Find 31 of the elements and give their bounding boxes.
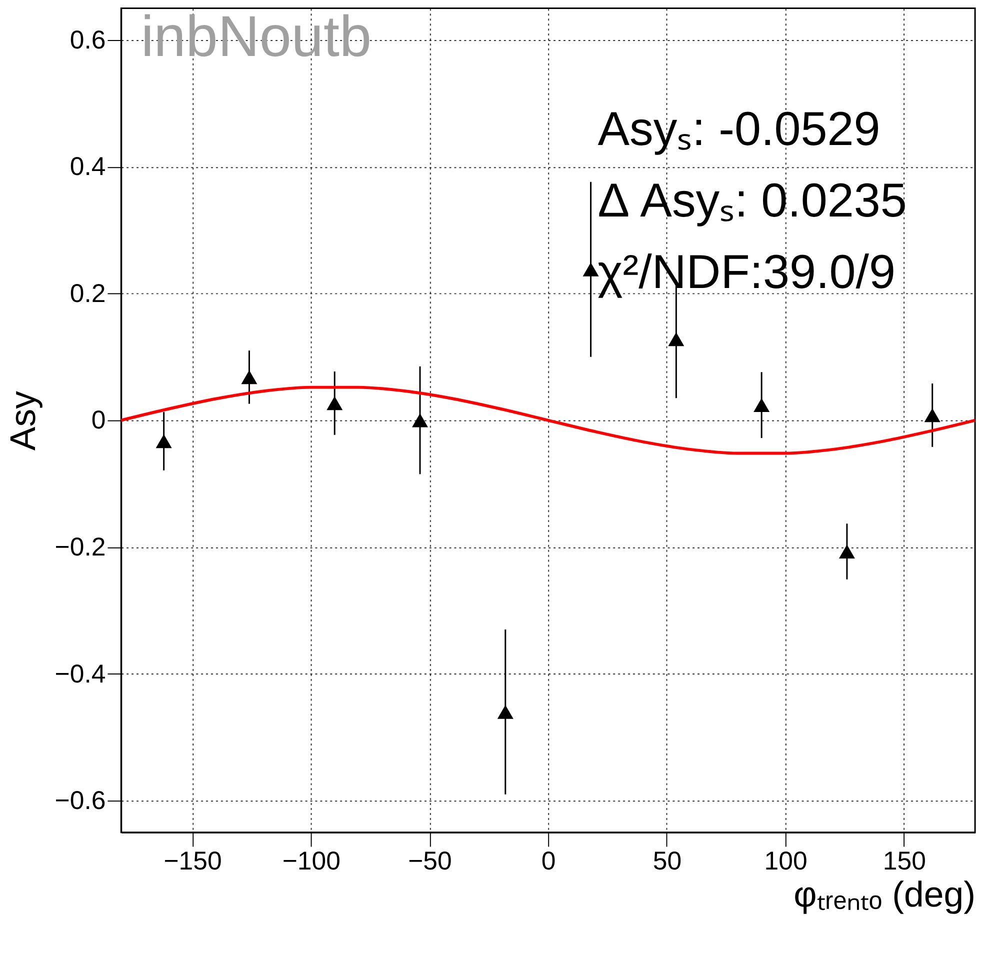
point [668,332,684,346]
point [754,398,770,412]
point [412,413,428,428]
annotation: χ²/NDF:39.0/9 [598,246,896,300]
annotation: Δ Asyₛ: 0.0235 [598,174,907,228]
point [838,544,855,558]
point [497,704,514,719]
x-tick-label: −150 [164,848,222,876]
line-series [120,386,977,455]
point [241,370,258,384]
x-axis-title: φₜᵣₑₙₜₒ (deg) [794,874,976,914]
y-tick-label: 0 [91,406,106,435]
point [156,434,172,448]
y-tick-label: 0.4 [70,153,106,182]
x-tick-label: 100 [764,848,808,876]
point [326,396,343,410]
y-tick-label: 0.2 [70,280,106,308]
x-tick-label: 0 [541,848,556,876]
annotation: Asyₛ: -0.0529 [598,103,880,156]
y-tick-label: 0.6 [70,26,106,54]
y-tick-label: −0.6 [54,787,106,816]
point [582,262,599,276]
x-tick-label: 150 [882,848,926,876]
annotation: inbNoutb [140,4,372,69]
y-tick-label: −0.4 [54,660,106,688]
point [924,408,940,422]
x-tick-label: −50 [408,848,452,876]
y-tick-label: −0.2 [54,534,106,562]
y-axis-title: Asy [2,390,43,451]
x-tick-label: 50 [652,848,682,876]
x-tick-label: −100 [282,848,340,876]
